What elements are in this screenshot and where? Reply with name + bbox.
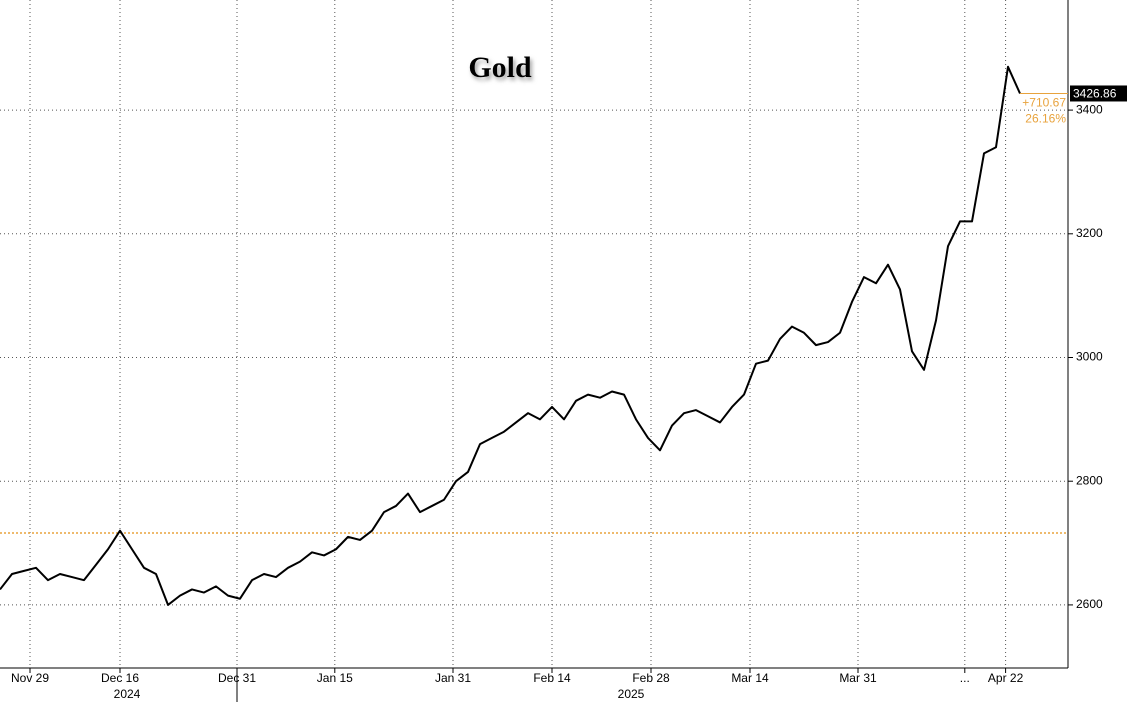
x-group-label: 2024 (114, 687, 141, 701)
x-tick-label: Mar 14 (731, 671, 769, 685)
change-annotation: +710.67 (1022, 96, 1066, 110)
x-tick-label: ... (960, 671, 970, 685)
y-tick-label: 2600 (1076, 597, 1103, 611)
y-tick-label: 3000 (1076, 350, 1103, 364)
x-tick-label: Feb 28 (632, 671, 670, 685)
change-annotation: 26.16% (1025, 112, 1066, 126)
x-tick-label: Mar 31 (839, 671, 877, 685)
price-line (0, 65, 1021, 606)
x-tick-label: Nov 29 (11, 671, 49, 685)
x-tick-label: Jan 15 (317, 671, 353, 685)
x-tick-label: Jan 31 (435, 671, 471, 685)
x-tick-label: Dec 16 (101, 671, 139, 685)
last-value-box (1070, 85, 1127, 102)
y-tick-label: 3200 (1076, 226, 1103, 240)
x-tick-label: Apr 22 (988, 671, 1024, 685)
last-value-label: 3426.86 (1073, 87, 1117, 101)
chart-title: Gold (468, 51, 532, 84)
x-group-label: 2025 (618, 687, 645, 701)
x-tick-label: Feb 14 (533, 671, 571, 685)
y-tick-label: 2800 (1076, 473, 1103, 487)
y-tick-label: 3400 (1076, 102, 1103, 116)
